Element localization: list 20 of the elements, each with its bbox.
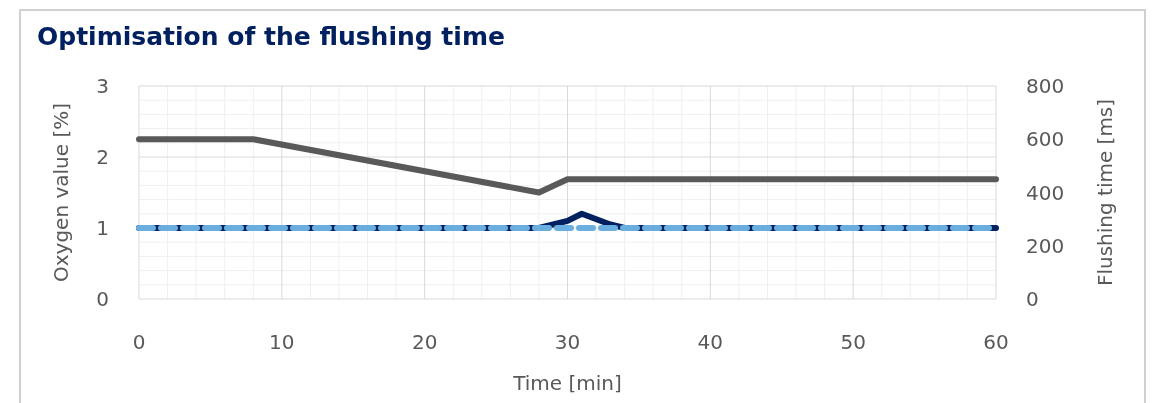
x-tick-label: 50 bbox=[840, 330, 866, 354]
y2-tick-label: 400 bbox=[1026, 180, 1065, 205]
y2-tick-label: 200 bbox=[1026, 233, 1065, 258]
x-tick-label: 30 bbox=[554, 330, 581, 354]
x-axis-title: Time [min] bbox=[512, 371, 622, 395]
y2-tick-label: 600 bbox=[1026, 127, 1065, 152]
x-tick-label: 10 bbox=[269, 330, 295, 354]
x-tick-label: 60 bbox=[983, 330, 1009, 354]
y-tick-label: 3 bbox=[96, 74, 109, 98]
y2-tick-label: 800 bbox=[1026, 74, 1065, 98]
y-axis-title: Oxygen value [%] bbox=[49, 102, 73, 283]
y-tick-label: 0 bbox=[96, 287, 109, 311]
chart-title: Optimisation of the flushing time bbox=[37, 22, 505, 51]
x-tick-label: 40 bbox=[697, 330, 724, 354]
y2-tick-label: 0 bbox=[1026, 287, 1039, 311]
x-tick-label: 0 bbox=[132, 330, 146, 354]
y-tick-label: 2 bbox=[96, 145, 109, 169]
y-tick-label: 1 bbox=[96, 216, 109, 240]
y2-axis-title: Flushing time [ms] bbox=[1093, 98, 1117, 287]
x-tick-label: 20 bbox=[411, 330, 438, 354]
